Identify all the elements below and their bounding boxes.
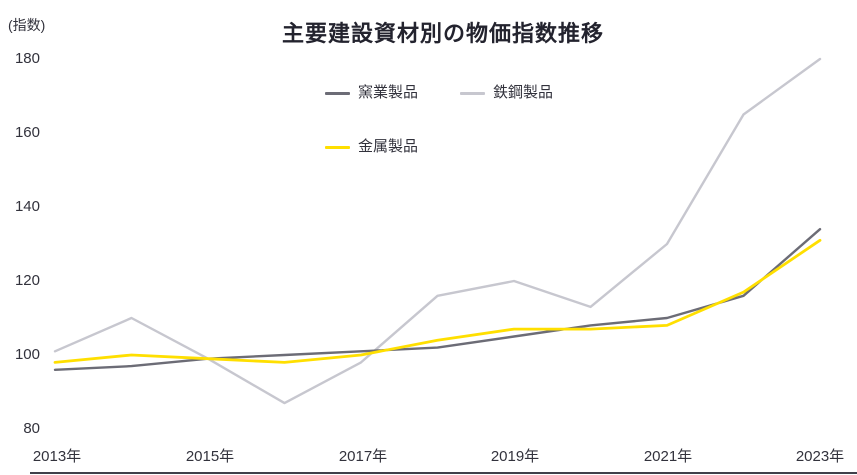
- xtick-2019: 2019年: [490, 448, 540, 465]
- series-line-窯業製品: [53, 227, 822, 371]
- legend-label-ceramic: 窯業製品: [358, 84, 419, 101]
- y-axis-unit-label: (指数): [8, 17, 46, 33]
- x-axis-line: [30, 472, 857, 474]
- chart-title: 主要建設資材別の物価指数推移: [281, 21, 604, 46]
- metal-series-swatch: [325, 146, 350, 149]
- ytick-120: 120: [14, 272, 40, 289]
- xtick-2023: 2023年: [795, 448, 845, 465]
- ytick-160: 160: [14, 124, 40, 141]
- xtick-2013: 2013年: [32, 448, 82, 465]
- xtick-2021: 2021年: [643, 448, 693, 465]
- xtick-2017: 2017年: [338, 448, 388, 465]
- ytick-80: 80: [23, 420, 40, 437]
- ytick-180: 180: [14, 50, 40, 67]
- ytick-100: 100: [14, 346, 40, 363]
- series-line-鉄鋼製品: [53, 57, 822, 405]
- legend-label-metal: 金属製品: [358, 138, 419, 155]
- legend-label-steel: 鉄鋼製品: [493, 84, 554, 101]
- ytick-140: 140: [14, 198, 40, 215]
- xtick-2015: 2015年: [185, 448, 235, 465]
- series-line-金属製品: [53, 238, 822, 364]
- steel-series-swatch: [460, 92, 485, 95]
- ceramic-series-swatch: [325, 92, 350, 95]
